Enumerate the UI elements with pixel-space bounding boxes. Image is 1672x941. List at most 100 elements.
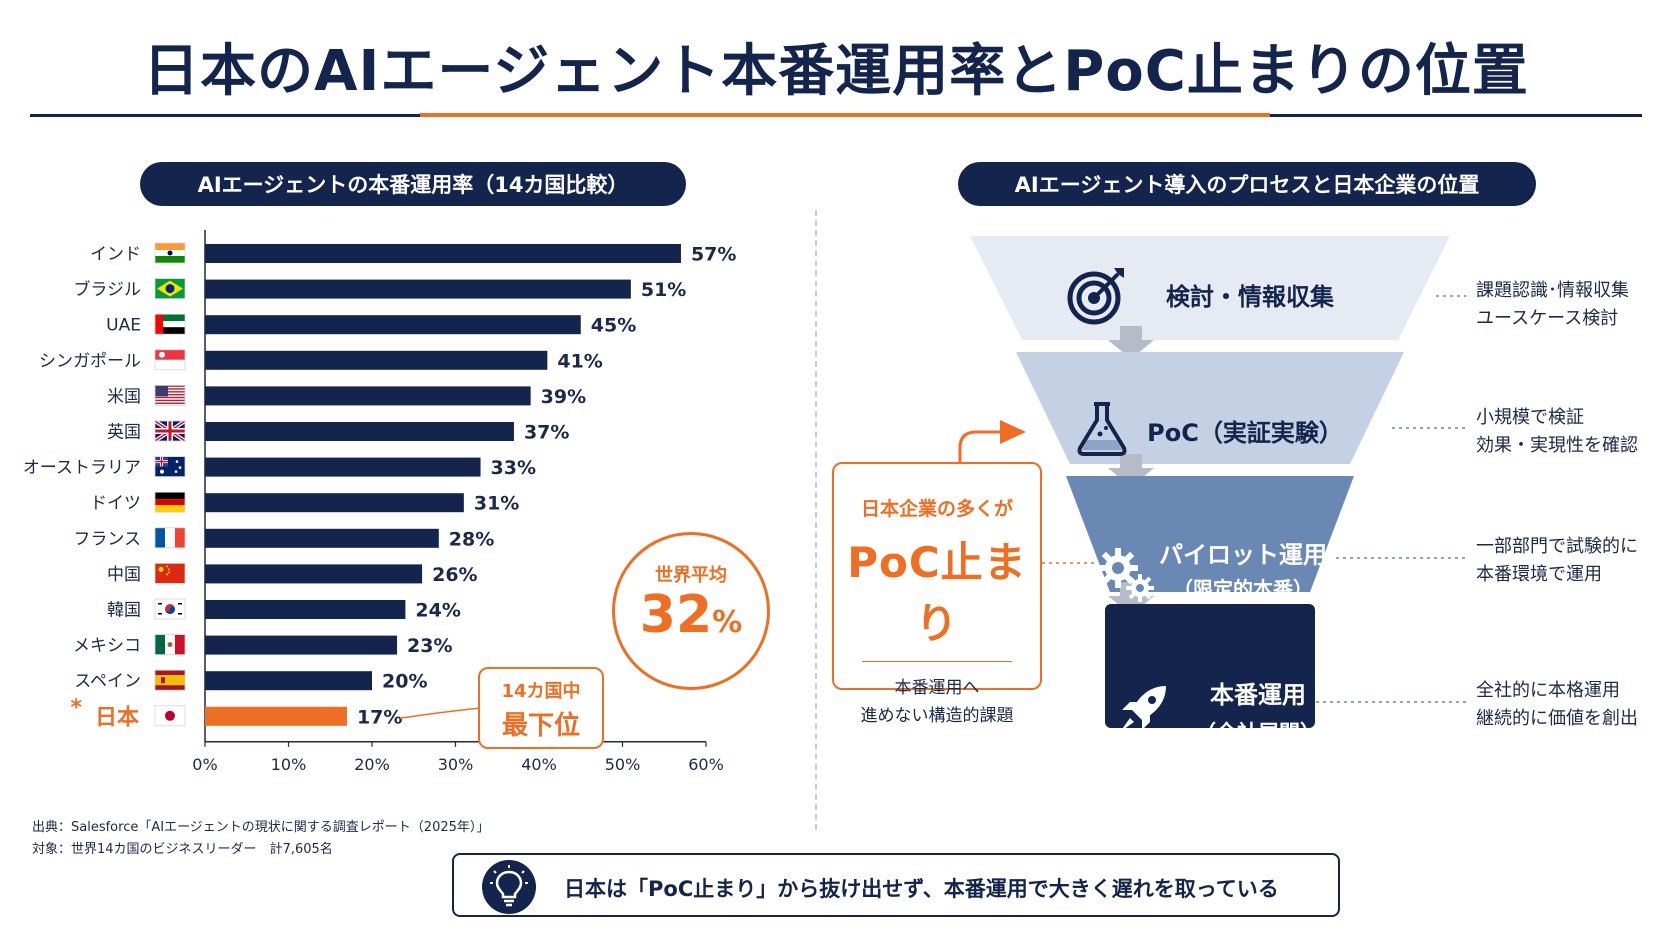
category-label-5: 英国 [107, 423, 141, 443]
x-tick-label-2: 20% [354, 755, 390, 774]
stage-4-subtitle: （全社展開） [1195, 721, 1321, 745]
bar-5 [205, 422, 514, 441]
chart-heading: AIエージェントの本番運用率（14カ国比較） [140, 162, 686, 206]
category-label-7: ドイツ [90, 494, 141, 514]
mexico-flag-icon [154, 634, 186, 656]
bar-value-label-2: 45% [591, 315, 636, 337]
conclusion-banner: 日本は「PoC止まり」から抜け出せず、本番運用で大きく遅れを取っている [452, 853, 1340, 917]
world-average-badge: 世界平均 32% [612, 532, 770, 690]
category-label-8: フランス [73, 529, 141, 549]
category-label-2: UAE [106, 316, 141, 336]
production-rate-bar-chart: 57% インド 51% ブラジル 45% UAE 41% シンガポール 39% 米国 37% 英国 33… [23, 230, 736, 774]
lightbulb-icon [490, 865, 528, 907]
category-label-13: 日本 [95, 705, 139, 730]
bar-value-label-11: 23% [407, 635, 452, 657]
poc-callout-body: 本番運用へ 進めない構造的課題 [860, 678, 1014, 726]
uk-flag-icon [153, 419, 187, 443]
rank-connector-line [399, 707, 479, 720]
world-average-label: 世界平均 [655, 565, 727, 586]
bar-value-label-6: 33% [491, 457, 536, 479]
poc-callout-line1: 日本企業の多くが [860, 498, 1013, 520]
category-label-12: スペイン [74, 672, 141, 692]
process-heading: AIエージェント導入のプロセスと日本企業の位置 [958, 162, 1536, 206]
bar-value-label-12: 20% [382, 671, 427, 693]
usa-flag-icon [154, 384, 186, 406]
bar-1 [205, 279, 631, 299]
category-label-9: 中国 [107, 565, 141, 585]
stage-4-label: 本番運用 （全社展開） [1178, 676, 1338, 752]
bar-value-label-13: 17% [357, 706, 402, 728]
bar-value-label-3: 41% [557, 350, 602, 372]
stage-4-description: 全社的に本格運用 継続的に価値を創出 [1476, 680, 1638, 729]
funnel-arrow-1 [1108, 326, 1154, 359]
stage-1-description: 課題認識･情報収集 ユースケース検討 [1476, 280, 1629, 329]
bar-value-label-4: 39% [541, 386, 586, 408]
rank-callout-line2: 最下位 [501, 711, 580, 741]
bar-value-label-8: 28% [449, 528, 494, 550]
bar-6 [205, 457, 481, 477]
stage-4-title: 本番運用 [1210, 681, 1306, 709]
category-label-3: シンガポール [39, 351, 141, 371]
category-label-0: インド [90, 245, 141, 265]
category-label-1: ブラジル [73, 279, 141, 300]
target-icon [1067, 268, 1124, 325]
bar-11 [205, 635, 398, 655]
bar-10 [205, 600, 406, 619]
highlight-marker: * [70, 695, 82, 720]
stage-1-label: 検討・情報収集 [1166, 283, 1334, 311]
japan-flag-icon [154, 705, 186, 727]
x-tick-label-0: 0% [192, 755, 217, 774]
bar-value-label-5: 37% [524, 422, 569, 444]
singapore-flag-icon [154, 349, 186, 371]
brazil-flag-icon [154, 278, 186, 299]
poc-stall-callout: 日本企業の多くが PoC止まり 本番運用へ 進めない構造的課題 [832, 462, 1042, 726]
bar-12 [205, 671, 372, 691]
rank-callout: 14カ国中 最下位 [478, 667, 604, 749]
x-tick-label-1: 10% [271, 755, 307, 774]
category-label-6: オーストラリア [23, 458, 141, 478]
bar-7 [205, 493, 464, 513]
bar-value-label-1: 51% [641, 279, 686, 301]
funnel-arrow-2 [1108, 454, 1154, 487]
x-tick-label-3: 30% [438, 755, 474, 774]
source-line-2: 対象：世界14カ国のビジネスリーダー 計7,605名 [32, 842, 333, 857]
world-average-value: 32% [639, 585, 743, 645]
bar-3 [205, 350, 548, 370]
rank-callout-line1: 14カ国中 [501, 681, 581, 702]
panel-divider [815, 210, 817, 830]
bar-value-label-9: 26% [432, 564, 477, 586]
funnel-stage-3-shape [1066, 476, 1354, 592]
stage-3-subtitle: （限定的本番） [1173, 577, 1313, 601]
india-flag-icon [154, 242, 186, 264]
bar-value-label-10: 24% [415, 600, 460, 622]
france-flag-icon [154, 527, 186, 549]
china-flag-icon [154, 562, 186, 584]
x-tick-label-4: 40% [521, 755, 557, 774]
bar-9 [205, 564, 423, 584]
bar-13 [205, 706, 347, 726]
stage-2-description: 小規模で検証 効果・実現性を確認 [1476, 407, 1638, 456]
title-underline-accent [420, 113, 1270, 117]
stage-3-label: パイロット運用 （限定的本番） [1148, 538, 1338, 606]
stage-3-title: パイロット運用 [1159, 541, 1327, 569]
bar-4 [205, 386, 531, 406]
stage-3-description: 一部部門で試験的に 本番環境で運用 [1476, 536, 1638, 585]
bar-value-label-0: 57% [691, 244, 736, 266]
rocket-icon [1120, 686, 1166, 732]
germany-flag-icon [154, 491, 186, 513]
stage-2-label: PoC（実証実験） [1147, 419, 1343, 447]
bar-8 [205, 528, 439, 548]
category-label-11: メキシコ [73, 636, 141, 656]
korea-flag-icon [154, 598, 186, 620]
poc-callout-rule [862, 661, 1012, 662]
page-title: 日本のAIエージェント本番運用率とPoC止まりの位置 [143, 39, 1529, 104]
x-tick-label-6: 60% [688, 755, 724, 774]
australia-flag-icon [154, 456, 186, 478]
source-line-1: 出典：Salesforce「AIエージェントの現状に関する調査レポート（2025… [32, 820, 490, 835]
category-label-4: 米国 [107, 387, 141, 407]
uae-flag-icon [154, 313, 186, 335]
poc-callout-line2: PoC止まり [847, 538, 1027, 648]
gears-icon [1098, 548, 1154, 602]
flask-icon [1077, 402, 1127, 456]
lightbulb-icon-badge [482, 860, 536, 914]
